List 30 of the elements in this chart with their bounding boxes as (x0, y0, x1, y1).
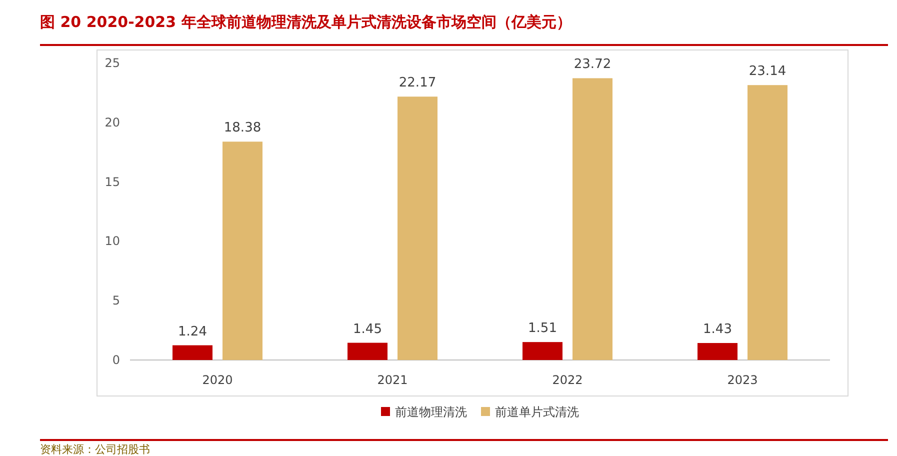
data-label: 22.17 (398, 76, 436, 91)
bar (222, 142, 262, 360)
bar (172, 345, 212, 360)
y-tick-label: 20 (104, 115, 120, 130)
data-label: 23.14 (748, 64, 786, 80)
data-label: 1.51 (528, 321, 557, 336)
data-label: 1.43 (703, 322, 732, 338)
legend-label: 前道单片式清洗 (495, 405, 579, 419)
y-tick-label: 25 (104, 56, 120, 70)
bar (748, 85, 788, 360)
data-label: 1.24 (178, 324, 207, 340)
y-tick-label: 15 (104, 174, 120, 189)
bar (698, 343, 738, 360)
text: 资料来源：公司招股书 (40, 443, 150, 456)
y-tick-label: 10 (104, 234, 120, 248)
y-tick-label: 5 (112, 294, 120, 308)
bar (398, 96, 438, 360)
x-tick-label: 2022 (552, 373, 583, 387)
data-label: 1.45 (353, 322, 382, 337)
bar (348, 342, 388, 360)
bar (522, 342, 562, 360)
x-tick-label: 2020 (202, 373, 233, 387)
x-tick-label: 2021 (377, 373, 408, 387)
data-label: 23.72 (574, 57, 612, 72)
y-tick-label: 0 (112, 353, 120, 367)
data-label: 18.38 (224, 120, 262, 136)
x-tick-label: 2023 (727, 373, 758, 387)
bar (572, 78, 612, 360)
chart-title: 图 20 2020-2023 年全球前道物理清洗及单片式清洗设备市场空间（亿美元） (40, 13, 572, 31)
legend-label: 前道物理清洗 (395, 405, 467, 419)
